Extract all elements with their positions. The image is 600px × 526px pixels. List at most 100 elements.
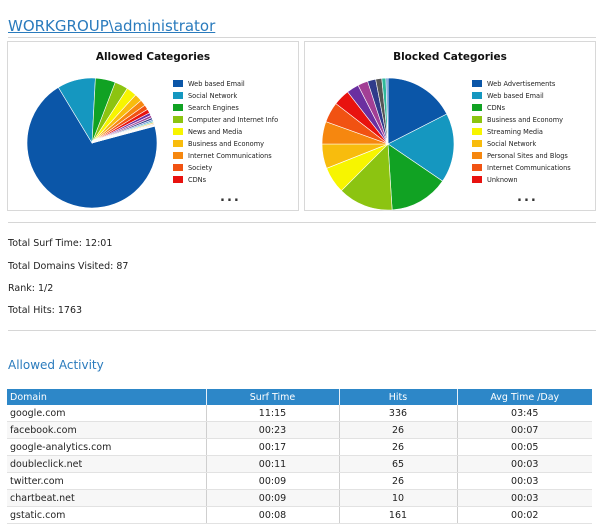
blocked-categories-panel: Blocked Categories Web Advertisements We…	[304, 41, 596, 211]
legend-label: Internet Communications	[487, 164, 571, 172]
legend-item: Web based Email	[173, 78, 278, 90]
allowed-more-button[interactable]: ...	[220, 190, 241, 205]
legend-item: Web Advertisements	[472, 78, 571, 90]
cell-surf-time: 00:17	[206, 438, 340, 456]
legend-label: CDNs	[188, 176, 207, 184]
cell-domain: google-analytics.com	[7, 438, 207, 456]
user-link[interactable]: WORKGROUP\administrator	[8, 17, 216, 35]
legend-swatch	[173, 176, 183, 183]
cell-domain: chartbeat.net	[7, 489, 207, 507]
legend-label: Web Advertisements	[487, 80, 556, 88]
cell-hits: 26	[339, 438, 458, 456]
blocked-more-button[interactable]: ...	[517, 190, 538, 205]
cell-domain: twitter.com	[7, 472, 207, 490]
pie-slice-web-based-email[interactable]	[26, 86, 158, 209]
legend-swatch	[173, 80, 183, 87]
table-row: google.com 11:15 336 03:45	[7, 405, 592, 422]
cell-surf-time: 00:08	[206, 506, 340, 524]
legend-item: Social Network	[173, 90, 278, 102]
stats-divider	[8, 330, 596, 331]
legend-swatch	[472, 92, 482, 99]
legend-item: Web based Email	[472, 90, 571, 102]
legend-label: Personal Sites and Blogs	[487, 152, 568, 160]
legend-swatch	[472, 128, 482, 135]
legend-label: CDNs	[487, 104, 506, 112]
total-hits: Total Hits: 1763	[8, 305, 83, 316]
charts-divider	[8, 222, 596, 223]
legend-item: Unknown	[472, 174, 571, 186]
legend-label: Social Network	[188, 92, 238, 100]
legend-label: Search Engines	[188, 104, 239, 112]
legend-swatch	[472, 140, 482, 147]
cell-hits: 26	[339, 421, 458, 439]
legend-item: Internet Communications	[173, 150, 278, 162]
pie-slice-other-6[interactable]	[385, 77, 389, 145]
legend-label: Social Network	[487, 140, 537, 148]
total-surf-time: Total Surf Time: 12:01	[8, 238, 113, 249]
legend-item: CDNs	[173, 174, 278, 186]
cell-avg-time: 00:03	[457, 455, 592, 473]
header-divider	[8, 37, 596, 38]
legend-swatch	[472, 80, 482, 87]
cell-surf-time: 11:15	[206, 405, 340, 422]
rank: Rank: 1/2	[8, 283, 54, 294]
cell-domain: facebook.com	[7, 421, 207, 439]
column-header-hits[interactable]: Hits	[339, 389, 458, 405]
legend-item: Personal Sites and Blogs	[472, 150, 571, 162]
pie-slice-other-11[interactable]	[91, 125, 156, 144]
allowed-activity-title: Allowed Activity	[8, 358, 104, 372]
cell-hits: 10	[339, 489, 458, 507]
legend-label: Computer and Internet Info	[188, 116, 279, 124]
cell-avg-time: 03:45	[457, 405, 592, 422]
legend-label: Business and Economy	[188, 140, 265, 148]
table-row: gstatic.com 00:08 161 00:02	[7, 506, 592, 524]
cell-avg-time: 00:03	[457, 489, 592, 507]
legend-swatch	[173, 116, 183, 123]
column-header-avg-time[interactable]: Avg Time /Day	[457, 389, 592, 405]
legend-label: Unknown	[487, 176, 518, 184]
legend-label: Society	[188, 164, 213, 172]
pie-slice-web-advertisements[interactable]	[387, 77, 448, 145]
cell-avg-time: 00:02	[457, 506, 592, 524]
pie-slice-business-and-economy[interactable]	[340, 143, 393, 211]
cell-hits: 65	[339, 455, 458, 473]
table-row: facebook.com 00:23 26 00:07	[7, 421, 592, 439]
column-header-surf-time[interactable]: Surf Time	[206, 389, 340, 405]
blocked-pie-chart	[321, 77, 455, 211]
legend-swatch	[472, 152, 482, 159]
table-row: chartbeat.net 00:09 10 00:03	[7, 489, 592, 507]
blocked-categories-title: Blocked Categories	[393, 51, 507, 63]
allowed-pie-chart	[26, 77, 158, 209]
cell-avg-time: 00:05	[457, 438, 592, 456]
allowed-categories-title: Allowed Categories	[95, 51, 211, 63]
column-header-domain[interactable]: Domain	[7, 389, 207, 405]
pie-slice-cdns[interactable]	[387, 143, 444, 211]
table-row: twitter.com 00:09 26 00:03	[7, 472, 592, 490]
cell-domain: gstatic.com	[7, 506, 207, 524]
cell-domain: google.com	[7, 405, 207, 422]
cell-hits: 26	[339, 472, 458, 490]
legend-item: Society	[173, 162, 278, 174]
cell-avg-time: 00:07	[457, 421, 592, 439]
legend-item: Business and Economy	[472, 114, 571, 126]
allowed-legend: Web based Email Social Network Search En…	[173, 78, 278, 186]
legend-label: Streaming Media	[487, 128, 543, 136]
legend-swatch	[472, 116, 482, 123]
legend-label: Web based Email	[487, 92, 544, 100]
legend-swatch	[173, 164, 183, 171]
legend-swatch	[173, 104, 183, 111]
legend-label: News and Media	[188, 128, 243, 136]
legend-item: Internet Communications	[472, 162, 571, 174]
cell-hits: 336	[339, 405, 458, 422]
table-header-row: Domain Surf Time Hits Avg Time /Day	[7, 389, 592, 405]
cell-surf-time: 00:23	[206, 421, 340, 439]
legend-item: Search Engines	[173, 102, 278, 114]
legend-swatch	[472, 104, 482, 111]
legend-swatch	[472, 176, 482, 183]
cell-avg-time: 00:03	[457, 472, 592, 490]
legend-item: Social Network	[472, 138, 571, 150]
legend-swatch	[173, 140, 183, 147]
total-domains-visited: Total Domains Visited: 87	[8, 261, 129, 272]
cell-domain: doubleclick.net	[7, 455, 207, 473]
pie-slice-web-based-email[interactable]	[387, 113, 455, 182]
